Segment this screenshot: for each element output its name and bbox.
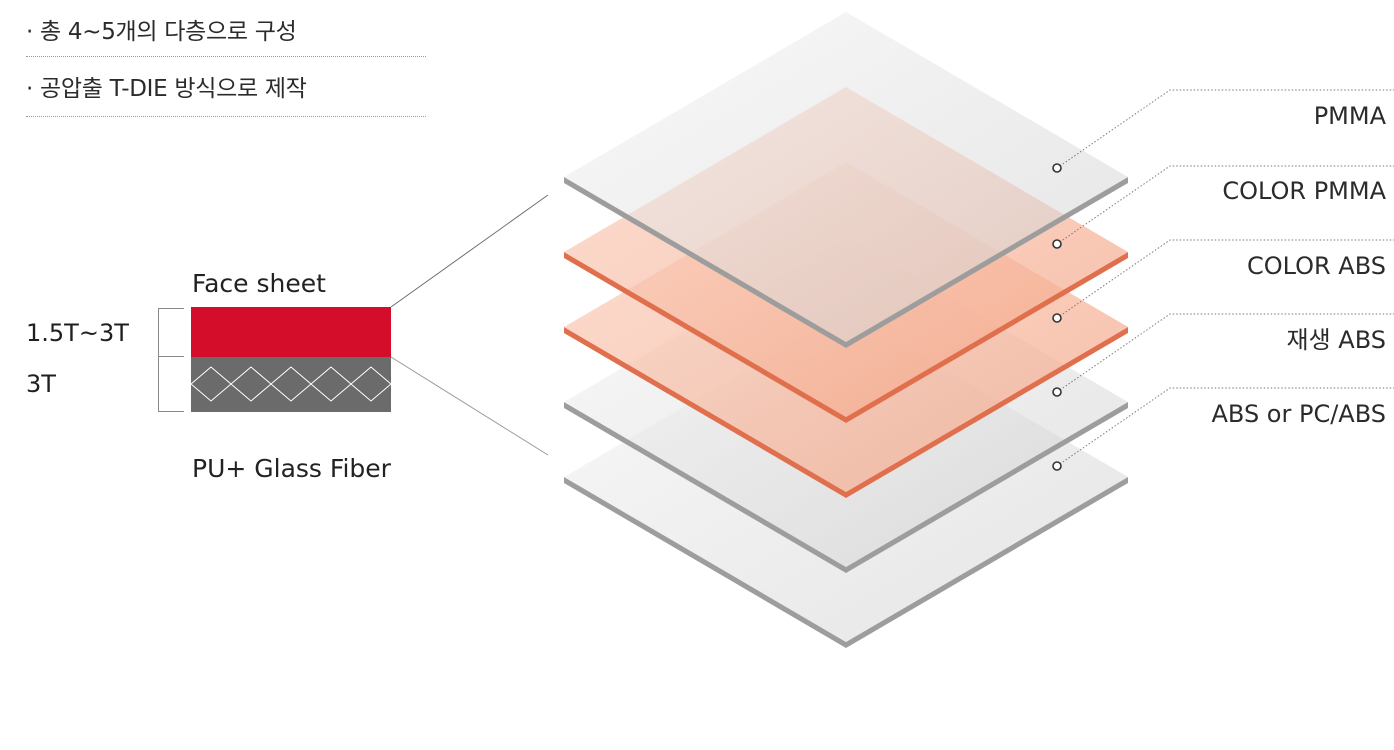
layer-sheet-face [564,12,1128,342]
face-sheet-layer [191,307,391,357]
callout-leader-line [1056,239,1394,319]
bullet-layer-count: · 총 4~5개의 다층으로 구성 [26,19,297,45]
layer-label: ABS or PC/ABS [1211,400,1386,428]
layer-label: 재생 ABS [1286,326,1386,354]
bullet-divider [26,56,426,57]
layer-label: PMMA [1313,102,1386,130]
callout-dot [1052,461,1062,471]
glass-fiber-caption: PU+ Glass Fiber [192,454,391,483]
callout-leader-line [1056,387,1394,467]
layer-sheet [564,12,1128,348]
thickness-label-core: 3T [26,370,56,398]
face-sheet-caption: Face sheet [192,269,326,298]
callout-dot [1052,163,1062,173]
bullet-divider [26,116,426,117]
callout-leader-line [1056,313,1394,393]
zoom-line-top [390,194,549,308]
zoom-line-bottom [390,356,549,456]
callout-dot [1052,313,1062,323]
layer-label: COLOR PMMA [1222,177,1386,205]
layer-label: COLOR ABS [1246,252,1386,280]
glass-fiber-pattern [191,357,391,412]
callout-leader-line [1056,165,1394,245]
glass-fiber-core-layer [191,357,391,412]
thickness-bracket [158,308,159,412]
callout-dot [1052,239,1062,249]
callout-leader-line [1056,89,1394,169]
bracket-tick-top [158,308,184,309]
bullet-manufacturing-method: · 공압출 T-DIE 방식으로 제작 [26,76,307,102]
bracket-tick-middle [158,356,184,357]
bracket-tick-bottom [158,411,184,412]
thickness-label-face: 1.5T~3T [26,319,129,347]
callout-dot [1052,387,1062,397]
